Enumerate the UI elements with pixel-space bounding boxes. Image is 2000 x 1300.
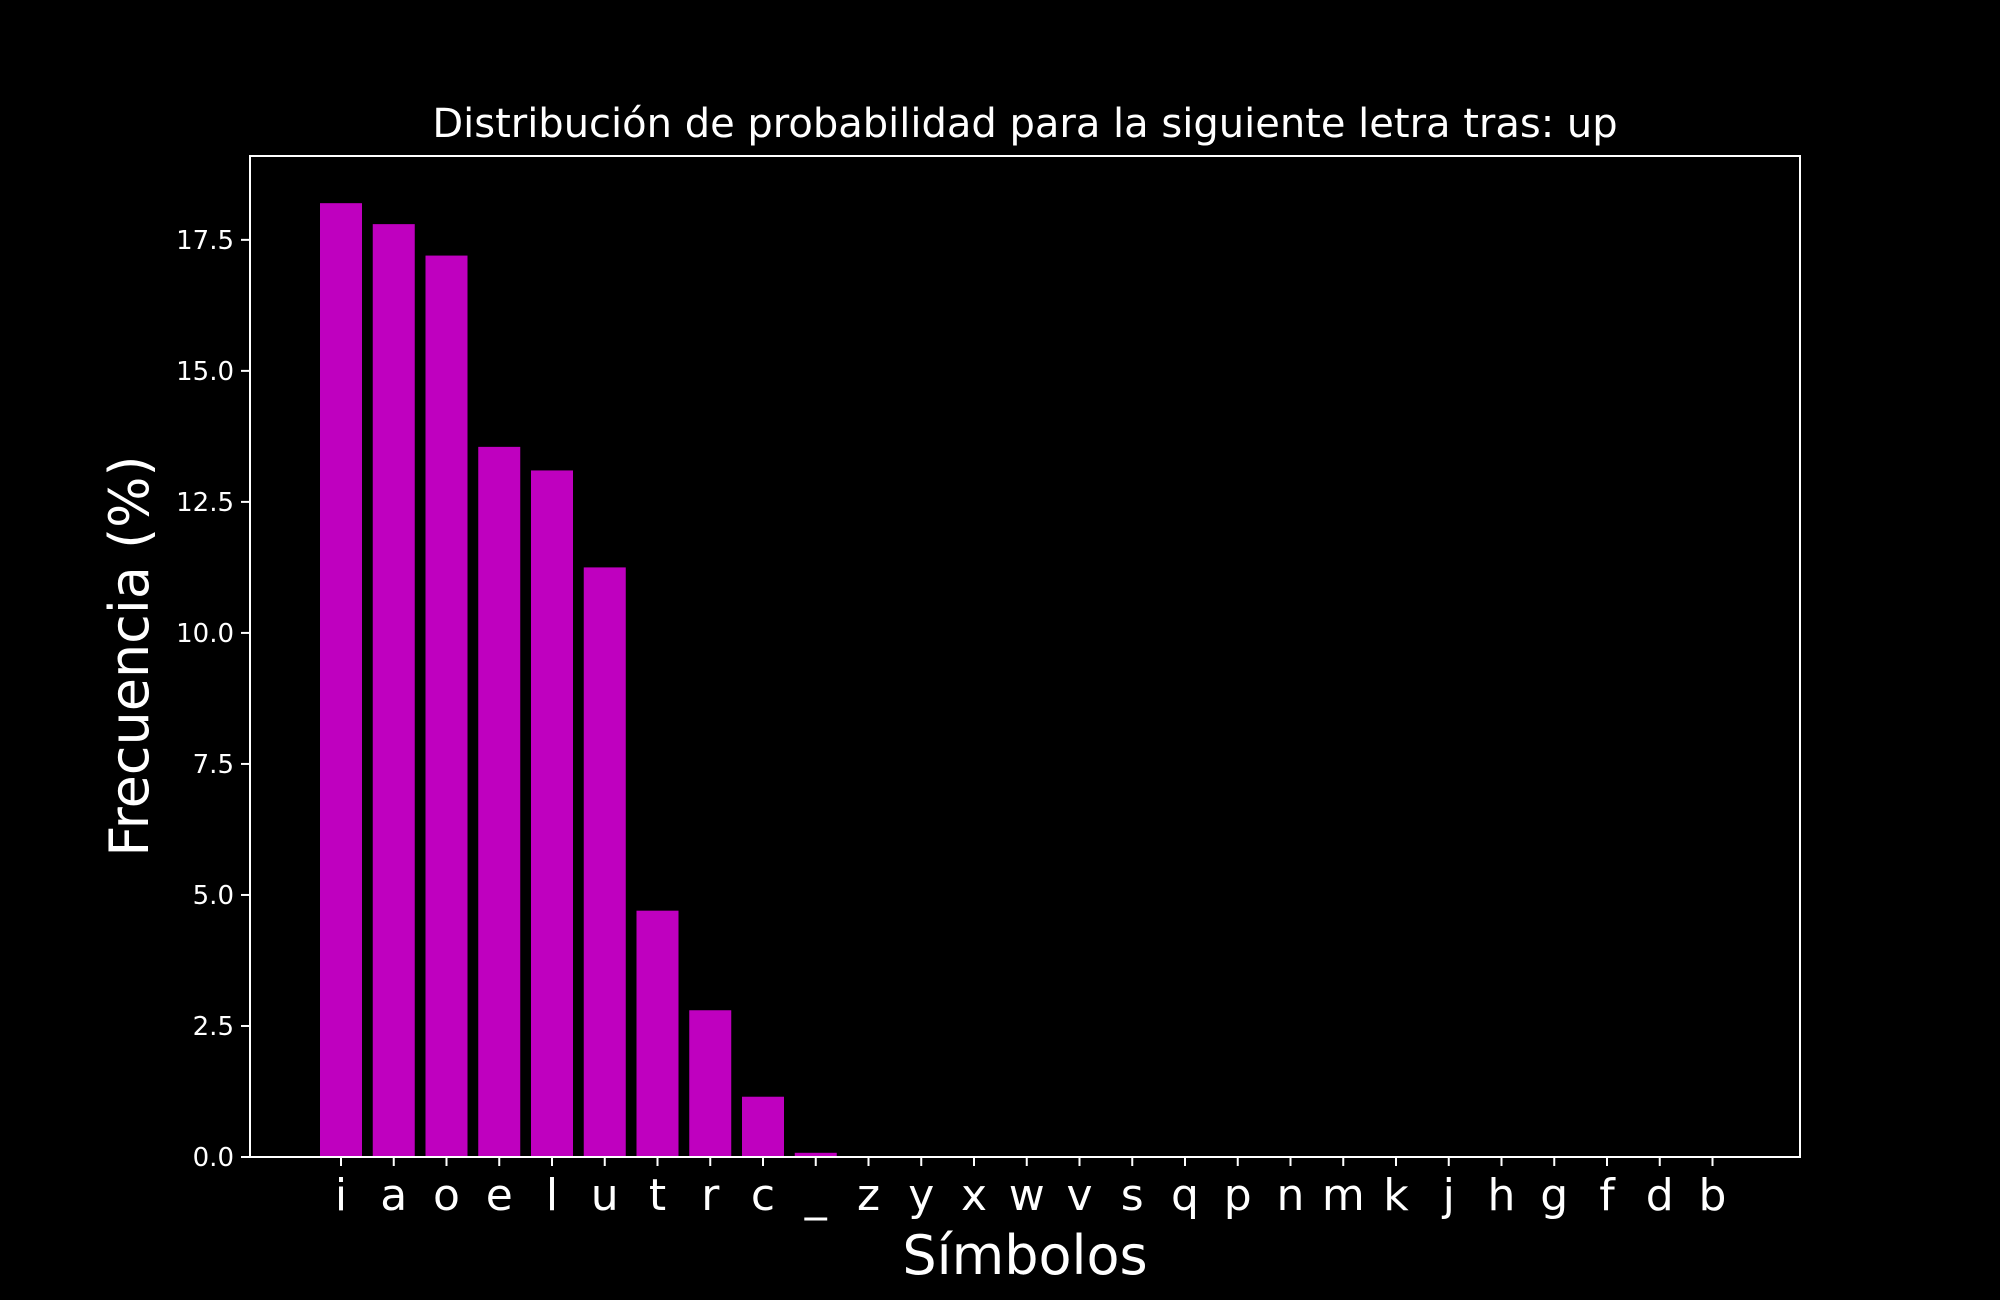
x-tick-label: i xyxy=(335,1170,347,1221)
x-tick-label: p xyxy=(1224,1170,1252,1221)
bar-6 xyxy=(636,910,679,1157)
x-tick-label: z xyxy=(857,1170,880,1221)
x-tick-label: t xyxy=(649,1170,666,1221)
x-axis: i a o e l u t r c _ z y x w v s q p n m k j h g f d b xyxy=(335,1157,1727,1221)
y-tick-label: 10.0 xyxy=(176,619,234,649)
x-tick-label: b xyxy=(1699,1170,1727,1221)
x-tick-label: u xyxy=(591,1170,619,1221)
bar-3 xyxy=(478,446,521,1158)
x-tick-label: _ xyxy=(804,1170,828,1221)
bar-9 xyxy=(794,1152,837,1157)
y-tick-label: 7.5 xyxy=(193,750,234,780)
x-tick-label: x xyxy=(961,1170,987,1221)
x-tick-label: w xyxy=(1009,1170,1045,1221)
x-tick-label: o xyxy=(433,1170,460,1221)
bar-2 xyxy=(425,255,468,1157)
x-tick-label: k xyxy=(1383,1170,1409,1221)
x-tick-label: y xyxy=(908,1170,934,1221)
x-tick-label: l xyxy=(546,1170,558,1221)
bar-1 xyxy=(372,224,415,1158)
x-tick-label: m xyxy=(1322,1170,1365,1221)
y-tick-label: 5.0 xyxy=(193,881,234,911)
bar-8 xyxy=(742,1096,784,1157)
bar-0 xyxy=(320,203,362,1157)
x-tick-label: a xyxy=(380,1170,407,1221)
bars-group xyxy=(320,203,837,1158)
x-tick-label: e xyxy=(486,1170,513,1221)
y-tick-label: 2.5 xyxy=(193,1012,234,1042)
x-tick-label: d xyxy=(1646,1170,1674,1221)
y-tick-label: 17.5 xyxy=(176,226,234,256)
plot-frame xyxy=(249,155,1801,1158)
x-tick-label: g xyxy=(1540,1170,1568,1221)
bar-4 xyxy=(531,470,573,1157)
x-tick-label: s xyxy=(1121,1170,1144,1221)
y-tick-label: 15.0 xyxy=(176,357,234,387)
y-axis: 0.0 2.5 5.0 7.5 10.0 12.5 15.0 17.5 xyxy=(176,226,250,1173)
x-tick-label: q xyxy=(1171,1170,1199,1221)
x-tick-label: c xyxy=(751,1170,775,1221)
x-tick-label: v xyxy=(1066,1170,1092,1221)
x-tick-label: r xyxy=(701,1170,720,1221)
x-axis-label: Símbolos xyxy=(902,1224,1147,1287)
bar-5 xyxy=(583,567,626,1157)
bar-7 xyxy=(689,1010,732,1157)
y-tick-label: 12.5 xyxy=(176,488,234,518)
x-tick-label: h xyxy=(1488,1170,1516,1221)
x-tick-label: j xyxy=(1442,1170,1455,1221)
chart-title: Distribución de probabilidad para la sig… xyxy=(432,101,1617,147)
x-tick-label: f xyxy=(1599,1170,1616,1221)
y-tick-label: 0.0 xyxy=(193,1143,234,1173)
y-axis-label: Frecuencia (%) xyxy=(98,455,161,856)
x-tick-label: n xyxy=(1277,1170,1305,1221)
